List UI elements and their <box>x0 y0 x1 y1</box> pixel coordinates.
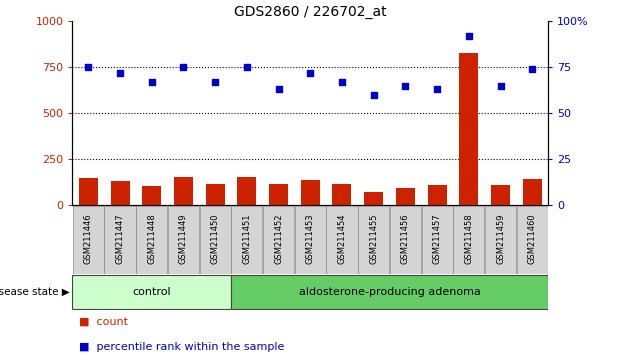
Bar <box>491 185 510 205</box>
Text: GSM211455: GSM211455 <box>369 213 378 264</box>
Bar <box>396 188 415 205</box>
FancyBboxPatch shape <box>136 206 167 274</box>
Bar <box>459 52 478 205</box>
Point <box>273 86 284 92</box>
Point <box>242 64 252 70</box>
FancyBboxPatch shape <box>73 206 104 274</box>
Bar <box>79 178 98 205</box>
Text: aldosterone-producing adenoma: aldosterone-producing adenoma <box>299 287 481 297</box>
Bar <box>428 185 447 205</box>
Bar <box>364 192 383 205</box>
Point <box>495 83 505 88</box>
Text: GSM211457: GSM211457 <box>433 213 442 264</box>
FancyBboxPatch shape <box>231 206 262 274</box>
FancyBboxPatch shape <box>485 206 516 274</box>
Bar <box>269 184 288 205</box>
Point <box>305 70 315 76</box>
Point <box>210 79 220 85</box>
FancyBboxPatch shape <box>263 206 294 274</box>
Text: GSM211453: GSM211453 <box>306 213 315 264</box>
Bar <box>110 181 130 205</box>
Bar <box>205 184 225 205</box>
FancyBboxPatch shape <box>517 206 547 274</box>
Text: GSM211446: GSM211446 <box>84 213 93 264</box>
Point <box>527 66 537 72</box>
Point <box>178 64 188 70</box>
Point <box>115 70 125 76</box>
Bar <box>333 184 352 205</box>
FancyBboxPatch shape <box>358 206 389 274</box>
Text: GSM211459: GSM211459 <box>496 213 505 264</box>
Bar <box>174 177 193 205</box>
FancyBboxPatch shape <box>105 206 135 274</box>
Text: ■  percentile rank within the sample: ■ percentile rank within the sample <box>79 342 284 352</box>
FancyBboxPatch shape <box>231 275 548 309</box>
Point <box>401 83 411 88</box>
FancyBboxPatch shape <box>454 206 484 274</box>
Point <box>369 92 379 98</box>
Bar <box>238 177 256 205</box>
Text: disease state ▶: disease state ▶ <box>0 287 69 297</box>
Point <box>337 79 347 85</box>
Point <box>83 64 93 70</box>
Text: control: control <box>132 287 171 297</box>
Text: ■  count: ■ count <box>79 317 128 327</box>
FancyBboxPatch shape <box>390 206 421 274</box>
Point <box>464 33 474 39</box>
Text: GSM211454: GSM211454 <box>338 213 346 264</box>
FancyBboxPatch shape <box>72 275 231 309</box>
Bar <box>142 186 161 205</box>
Point <box>147 79 157 85</box>
Bar <box>523 179 542 205</box>
FancyBboxPatch shape <box>168 206 199 274</box>
Text: GSM211460: GSM211460 <box>528 213 537 264</box>
Text: GSM211449: GSM211449 <box>179 213 188 264</box>
Text: GSM211451: GSM211451 <box>243 213 251 264</box>
Text: GSM211452: GSM211452 <box>274 213 283 264</box>
Title: GDS2860 / 226702_at: GDS2860 / 226702_at <box>234 5 387 19</box>
Point <box>432 86 442 92</box>
FancyBboxPatch shape <box>421 206 452 274</box>
Text: GSM211448: GSM211448 <box>147 213 156 264</box>
Bar <box>301 181 320 205</box>
FancyBboxPatch shape <box>326 206 357 274</box>
Text: GSM211458: GSM211458 <box>464 213 473 264</box>
Text: GSM211447: GSM211447 <box>115 213 125 264</box>
FancyBboxPatch shape <box>200 206 231 274</box>
Text: GSM211456: GSM211456 <box>401 213 410 264</box>
FancyBboxPatch shape <box>295 206 326 274</box>
Text: GSM211450: GSM211450 <box>210 213 220 264</box>
